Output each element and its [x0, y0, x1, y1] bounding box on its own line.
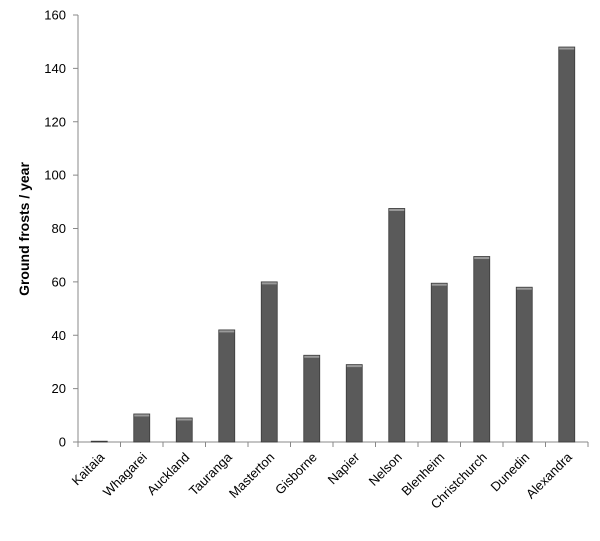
- bar-gisborne: [303, 354, 321, 443]
- x-tick-label: Kaitaia: [69, 449, 108, 488]
- bar-top-highlight: [474, 257, 490, 260]
- bar-alexandra: [558, 46, 576, 443]
- y-tick-label: 120: [44, 114, 66, 129]
- x-tick-label: Masterton: [226, 450, 277, 501]
- x-tick-label: Gisborne: [272, 450, 320, 498]
- bar-top-highlight: [134, 414, 150, 417]
- x-tick-label: Alexandra: [523, 449, 576, 502]
- y-tick-label: 160: [44, 8, 66, 23]
- y-tick-label: 140: [44, 61, 66, 76]
- x-tick-label: Napier: [325, 449, 363, 487]
- bar-whagarei: [133, 413, 151, 443]
- y-tick-label: 40: [52, 328, 66, 343]
- bar-top-highlight: [389, 208, 405, 211]
- bar-napier: [345, 364, 363, 443]
- bar-tauranga: [218, 329, 236, 443]
- y-tick-label: 20: [52, 381, 66, 396]
- x-tick-label: Whagarei: [100, 449, 150, 499]
- y-tick-label: 0: [59, 435, 66, 450]
- y-axis: 0 20 40 60 80 100 120 140 160: [44, 8, 79, 450]
- bar-auckland: [175, 417, 193, 443]
- bar-christchurch: [473, 256, 491, 443]
- bar-top-highlight: [516, 287, 532, 290]
- y-tick-label: 100: [44, 168, 66, 183]
- y-tick-label: 80: [52, 221, 66, 236]
- bars: [90, 46, 576, 443]
- bar-top-highlight: [219, 330, 235, 333]
- x-tick-label: Auckland: [144, 450, 192, 498]
- x-tick-label: Nelson: [366, 450, 405, 489]
- bar-top-highlight: [431, 283, 447, 286]
- bar-top-highlight: [261, 282, 277, 285]
- bar-top-highlight: [176, 418, 192, 421]
- bar-blenheim: [430, 282, 448, 443]
- bar-kaitaia: [90, 440, 108, 443]
- y-axis-label: Ground frosts / year: [16, 162, 32, 296]
- bar-top-highlight: [346, 365, 362, 368]
- bar-top-highlight: [304, 355, 320, 358]
- bar-nelson: [388, 208, 406, 443]
- bar-masterton: [260, 281, 278, 443]
- bar-dunedin: [515, 286, 533, 443]
- x-axis: KaitaiaWhagareiAucklandTaurangaMasterton…: [69, 441, 589, 512]
- bar-top-highlight: [559, 47, 575, 50]
- y-tick-label: 60: [52, 274, 66, 289]
